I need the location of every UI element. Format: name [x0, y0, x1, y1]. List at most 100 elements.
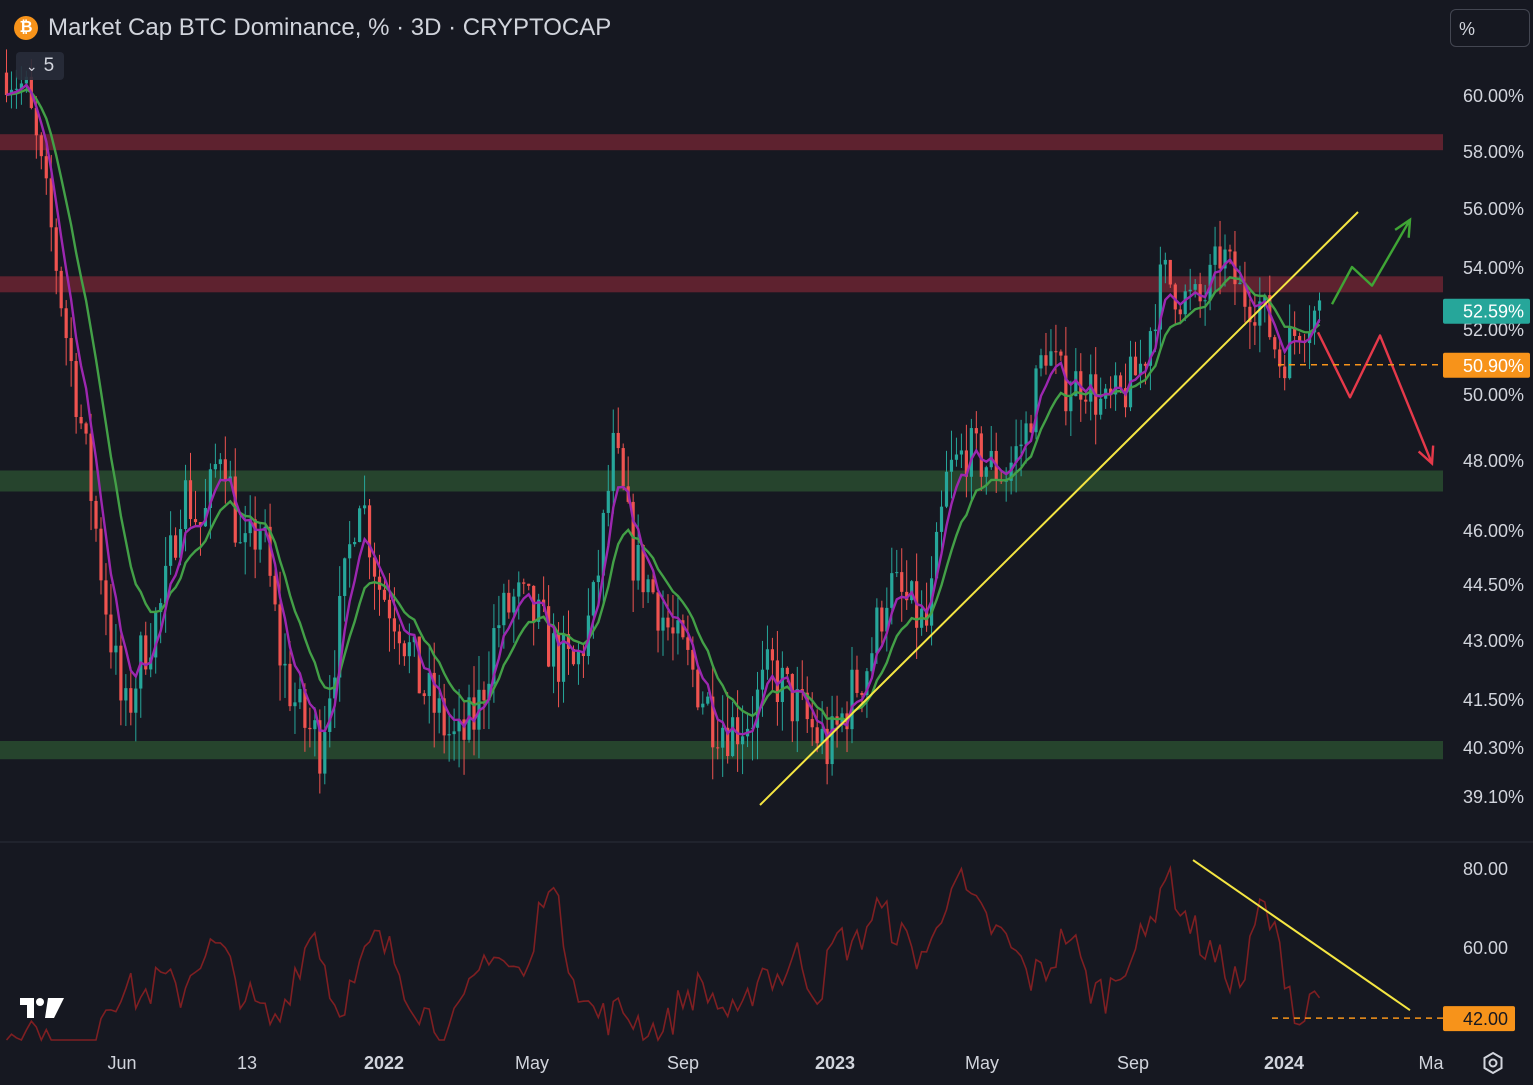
- resistance-zone: [0, 134, 1443, 151]
- candle-up: [1223, 249, 1227, 269]
- candle-up: [1288, 327, 1292, 379]
- candle-up: [1263, 295, 1267, 302]
- y-tick-label: 39.10%: [1463, 787, 1524, 807]
- candle-down: [1143, 363, 1148, 366]
- candle-down: [84, 423, 88, 434]
- candle-up: [1019, 444, 1023, 447]
- candle-down: [621, 448, 625, 487]
- candle-up: [760, 669, 765, 690]
- candle-up: [676, 620, 680, 634]
- candle-down: [1293, 327, 1297, 336]
- candle-up: [576, 651, 581, 665]
- candle-up: [721, 727, 725, 748]
- candle-up: [248, 519, 252, 534]
- candle-down: [1218, 246, 1222, 269]
- candle-down: [880, 607, 884, 632]
- candle-down: [855, 669, 859, 693]
- bullish-projection-arrow: [1330, 219, 1412, 305]
- candle-down: [482, 689, 486, 701]
- candle-down: [417, 636, 421, 694]
- candle-up: [358, 508, 362, 542]
- candle-down: [616, 432, 620, 449]
- candle-down: [1173, 284, 1177, 310]
- candle-up: [765, 649, 770, 670]
- candle-up: [14, 88, 19, 90]
- candle-down: [925, 608, 929, 626]
- candle-up: [353, 541, 357, 545]
- candle-up: [1153, 329, 1157, 332]
- candle-down: [775, 660, 779, 703]
- candle-down: [571, 648, 576, 665]
- candle-up: [755, 689, 760, 728]
- y-tick-label: 40.30%: [1463, 738, 1524, 758]
- candle-up: [1039, 355, 1043, 369]
- candle-down: [691, 649, 695, 670]
- candle-down: [1228, 249, 1232, 252]
- rising-trendline: [759, 211, 1359, 806]
- candle-down: [54, 227, 58, 271]
- candle-up: [740, 736, 745, 745]
- candle-down: [964, 450, 968, 477]
- candle-up: [885, 607, 889, 632]
- candle-down: [308, 727, 312, 730]
- candle-up: [447, 734, 451, 736]
- candle-down: [566, 634, 571, 649]
- y-tick-label: 46.00%: [1463, 521, 1524, 541]
- candle-up: [338, 595, 342, 678]
- candle-down: [89, 433, 93, 501]
- y-tick-label: 52.00%: [1463, 320, 1524, 340]
- candle-up: [497, 625, 501, 629]
- candle-down: [905, 591, 909, 601]
- candle-down: [74, 361, 78, 418]
- candle-up: [283, 663, 287, 666]
- candle-up: [114, 645, 118, 653]
- candle-down: [193, 519, 198, 523]
- candle-up: [492, 628, 496, 684]
- candle-up: [293, 702, 297, 707]
- candle-up: [213, 464, 217, 470]
- tradingview-logo-svg: [20, 998, 64, 1018]
- candle-up: [934, 531, 939, 579]
- candle-up: [1163, 259, 1167, 265]
- candle-up: [1317, 300, 1322, 311]
- candle-up: [596, 575, 600, 583]
- candle-down: [974, 428, 978, 434]
- candle-up: [1208, 264, 1212, 301]
- tradingview-logo-icon[interactable]: [18, 996, 66, 1020]
- candle-up: [1113, 375, 1118, 395]
- candle-up: [313, 720, 317, 730]
- candle-down: [1064, 355, 1068, 412]
- candle-up: [551, 633, 556, 667]
- rsi-marker-badge: [1443, 1006, 1515, 1032]
- candle-down: [1178, 309, 1182, 315]
- candle-down: [815, 727, 819, 744]
- candle-up: [1049, 351, 1053, 366]
- last-price-badge-text: 52.59%: [1463, 302, 1524, 322]
- indicators-collapse-button[interactable]: ⌄ 5: [16, 52, 64, 80]
- candle-up: [890, 573, 894, 608]
- chart-title: Market Cap BTC Dominance, % · 3D · CRYPT…: [48, 14, 612, 41]
- candle-up: [407, 642, 411, 657]
- candle-down: [1283, 366, 1287, 379]
- symbol-title-bar[interactable]: ₿ Market Cap BTC Dominance, % · 3D · CRY…: [14, 12, 611, 44]
- candle-down: [726, 727, 730, 757]
- candle-up: [1258, 301, 1262, 326]
- indicator-count: 5: [43, 55, 55, 76]
- gear-icon[interactable]: [1480, 1050, 1506, 1076]
- rsi-layer: 42.00 80.00 60.00: [5, 859, 1515, 1043]
- candle-down: [402, 643, 406, 657]
- rsi-line: [5, 864, 1321, 1043]
- candle-up: [1138, 363, 1143, 376]
- price-scale-mode-button[interactable]: %: [1450, 9, 1530, 47]
- candle-up: [661, 617, 665, 631]
- candle-down: [397, 631, 401, 644]
- bitcoin-icon: ₿: [14, 16, 38, 40]
- y-tick-label: 43.00%: [1463, 631, 1524, 651]
- y-tick-label: 41.50%: [1463, 690, 1524, 710]
- candle-up: [134, 688, 138, 713]
- bullish-projection-arrow-head: [1394, 217, 1412, 238]
- candle-up: [606, 490, 610, 513]
- candle-up: [258, 530, 262, 550]
